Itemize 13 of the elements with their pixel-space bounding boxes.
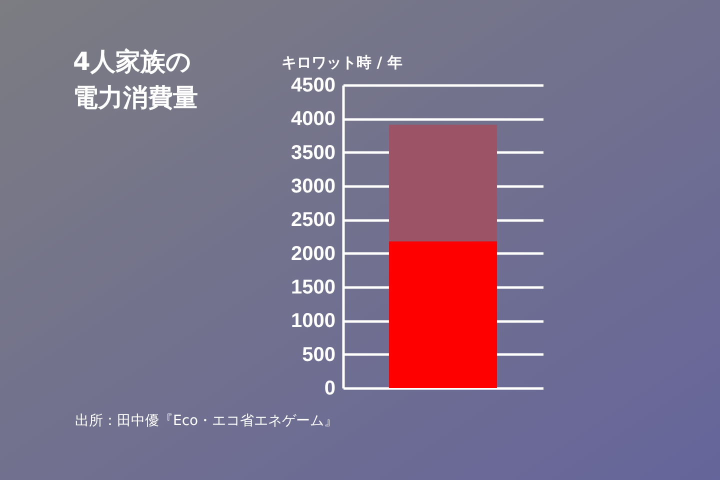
text: 出所：田中優『Eco・エコ省エネゲーム』	[75, 413, 338, 429]
y-tick-label: 3500	[291, 142, 336, 164]
y-tick-label: 500	[302, 344, 336, 366]
y-axis-title: キロワット時 / 年	[282, 54, 402, 72]
y-tick-label: 4000	[291, 108, 336, 130]
y-tick-label: 4500	[291, 74, 336, 96]
y-tick-label: 2000	[291, 242, 336, 265]
y-tick-label: 0	[324, 378, 336, 400]
y-tick-label: 3000	[291, 176, 336, 198]
y-tick-label: 1000	[291, 310, 336, 332]
y-tick-label: 1500	[291, 276, 336, 298]
text: 4人家族の電力消費量	[73, 46, 199, 114]
y-tick-label: 2500	[291, 209, 336, 232]
